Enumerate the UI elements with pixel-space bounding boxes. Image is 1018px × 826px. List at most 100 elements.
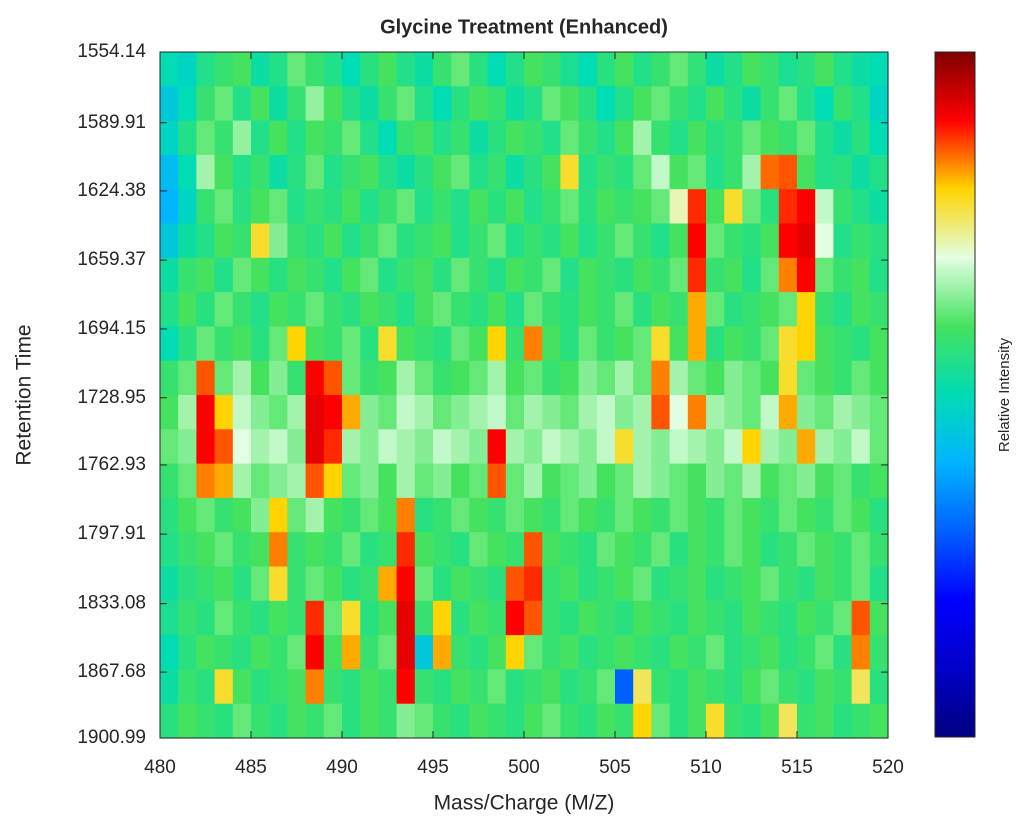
heatmap-cell: [742, 154, 762, 190]
heatmap-cell: [524, 257, 543, 293]
heatmap-cell: [178, 497, 197, 533]
heatmap-cell: [778, 86, 798, 122]
heatmap-cell: [360, 635, 379, 671]
heatmap-cell: [560, 429, 580, 465]
heatmap-cell: [251, 257, 270, 293]
heatmap-cell: [214, 669, 234, 705]
heatmap-cell: [469, 703, 489, 739]
heatmap-cell: [724, 395, 743, 430]
heatmap-cell: [505, 463, 525, 499]
heatmap-cell: [724, 360, 743, 396]
heatmap-cell: [742, 463, 762, 499]
heatmap-cell: [815, 154, 834, 190]
heatmap-cell: [578, 395, 598, 430]
heatmap-cell: [815, 86, 834, 122]
heatmap-cell: [414, 86, 434, 122]
heatmap-cell: [160, 669, 179, 705]
heatmap-cell: [578, 600, 598, 636]
heatmap-cell: [487, 703, 507, 739]
heatmap-cell: [323, 326, 343, 362]
heatmap-cell: [778, 223, 798, 259]
heatmap-cell: [615, 292, 634, 328]
heatmap-cell: [724, 292, 743, 328]
heatmap-cell: [706, 292, 725, 328]
heatmap-cell: [651, 497, 671, 533]
heatmap-cell: [578, 51, 598, 87]
heatmap-cell: [560, 51, 580, 87]
heatmap-cell: [269, 120, 288, 156]
heatmap-cell: [287, 51, 307, 87]
heatmap-cell: [451, 429, 470, 465]
heatmap-cell: [214, 635, 234, 671]
heatmap-cell: [487, 120, 507, 156]
heatmap-cell: [596, 669, 616, 705]
heatmap-cell: [833, 189, 853, 225]
heatmap-cell: [633, 497, 652, 533]
heatmap-cell: [378, 223, 398, 259]
heatmap-cell: [615, 257, 634, 293]
heatmap-cell: [433, 703, 452, 739]
heatmap-cell: [360, 429, 379, 465]
heatmap-cell: [669, 154, 689, 190]
heatmap-cell: [196, 703, 216, 739]
heatmap-cell: [451, 154, 470, 190]
heatmap-cell: [214, 532, 234, 568]
heatmap-cell: [178, 120, 197, 156]
heatmap-cell: [414, 463, 434, 499]
heatmap-cell: [724, 223, 743, 259]
heatmap-cell: [851, 292, 871, 328]
heatmap-cell: [251, 703, 270, 739]
heatmap-cell: [706, 566, 725, 602]
heatmap-cell: [251, 532, 270, 568]
heatmap-cell: [232, 532, 252, 568]
heatmap-cell: [342, 600, 361, 636]
heatmap-cell: [360, 154, 379, 190]
heatmap-cell: [615, 566, 634, 602]
heatmap-cell: [269, 566, 288, 602]
heatmap-cell: [360, 669, 379, 705]
heatmap-cell: [651, 429, 671, 465]
heatmap-cell: [542, 395, 561, 430]
heatmap-cell: [251, 120, 270, 156]
heatmap-cell: [815, 703, 834, 739]
heatmap-cell: [160, 532, 179, 568]
heatmap-cell: [214, 429, 234, 465]
heatmap-cell: [524, 669, 543, 705]
heatmap-cell: [869, 326, 889, 362]
heatmap-cell: [214, 120, 234, 156]
heatmap-cell: [269, 463, 288, 499]
heatmap-cell: [269, 703, 288, 739]
heatmap-cell: [305, 395, 325, 430]
heatmap-cell: [596, 360, 616, 396]
heatmap-cell: [778, 120, 798, 156]
heatmap-cell: [724, 120, 743, 156]
heatmap-cell: [505, 669, 525, 705]
y-tick-label: 1659.37: [77, 249, 146, 270]
heatmap-cell: [378, 51, 398, 87]
heatmap-cell: [378, 703, 398, 739]
heatmap-cell: [160, 120, 179, 156]
heatmap-cell: [469, 463, 489, 499]
heatmap-cell: [251, 360, 270, 396]
heatmap-cell: [433, 257, 452, 293]
heatmap-cell: [360, 326, 379, 362]
heatmap-cell: [669, 497, 689, 533]
heatmap-cell: [542, 429, 561, 465]
heatmap-cell: [651, 120, 671, 156]
heatmap-cell: [651, 257, 671, 293]
heatmap-cell: [706, 360, 725, 396]
heatmap-cell: [578, 669, 598, 705]
heatmap-cell: [487, 292, 507, 328]
heatmap-cell: [560, 703, 580, 739]
heatmap-cell: [760, 86, 780, 122]
heatmap-cell: [724, 635, 743, 671]
heatmap-cell: [305, 189, 325, 225]
heatmap-cell: [851, 189, 871, 225]
heatmap-cell: [469, 635, 489, 671]
heatmap-cell: [414, 497, 434, 533]
heatmap-cell: [433, 669, 452, 705]
heatmap-cell: [505, 429, 525, 465]
heatmap-cell: [178, 189, 197, 225]
heatmap-cell: [706, 223, 725, 259]
